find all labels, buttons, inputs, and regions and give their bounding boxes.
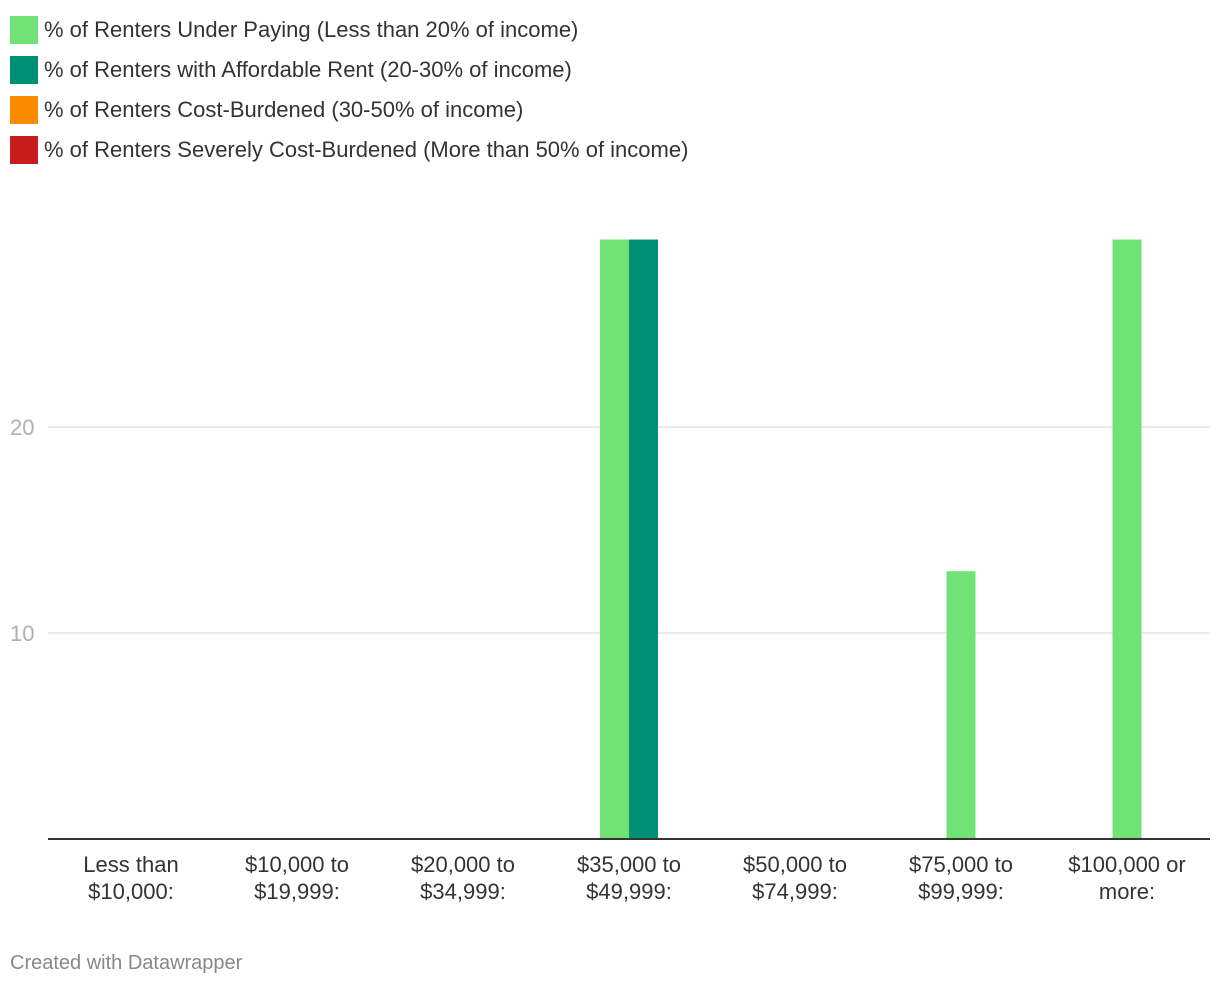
chart-legend: % of Renters Under Paying (Less than 20%… xyxy=(10,10,688,170)
legend-label: % of Renters with Affordable Rent (20-30… xyxy=(44,57,572,82)
footer-credit[interactable]: Created with Datawrapper xyxy=(10,952,243,974)
legend-label: % of Renters Cost-Burdened (30-50% of in… xyxy=(44,97,524,122)
y-tick-label: 20 xyxy=(10,415,34,440)
x-tick-label: Less than $10,000: xyxy=(83,852,178,904)
legend-swatch xyxy=(10,16,38,44)
bar xyxy=(1112,239,1142,840)
bar xyxy=(946,571,976,839)
x-tick-label: $20,000 to $34,999: xyxy=(411,852,515,904)
bar xyxy=(629,239,658,840)
x-tick-label: $50,000 to $74,999: xyxy=(743,852,847,904)
legend-label: % of Renters Under Paying (Less than 20%… xyxy=(44,17,579,42)
x-tick-label: $10,000 to $19,999: xyxy=(245,852,349,904)
x-tick-label: $100,000 or more: xyxy=(1068,852,1185,904)
legend-swatch xyxy=(10,136,38,164)
legend-label: % of Renters Severely Cost-Burdened (Mor… xyxy=(44,137,689,162)
x-tick-label: $35,000 to $49,999: xyxy=(577,852,681,904)
legend-item: % of Renters Under Paying (Less than 20%… xyxy=(10,10,688,50)
legend-item: % of Renters Severely Cost-Burdened (Mor… xyxy=(10,130,688,170)
legend-item: % of Renters with Affordable Rent (20-30… xyxy=(10,50,688,90)
y-tick-label: 10 xyxy=(10,621,34,646)
x-tick-label: $75,000 to $99,999: xyxy=(909,852,1013,904)
bar xyxy=(600,239,629,840)
legend-swatch xyxy=(10,96,38,124)
legend-swatch xyxy=(10,56,38,84)
legend-item: % of Renters Cost-Burdened (30-50% of in… xyxy=(10,90,688,130)
